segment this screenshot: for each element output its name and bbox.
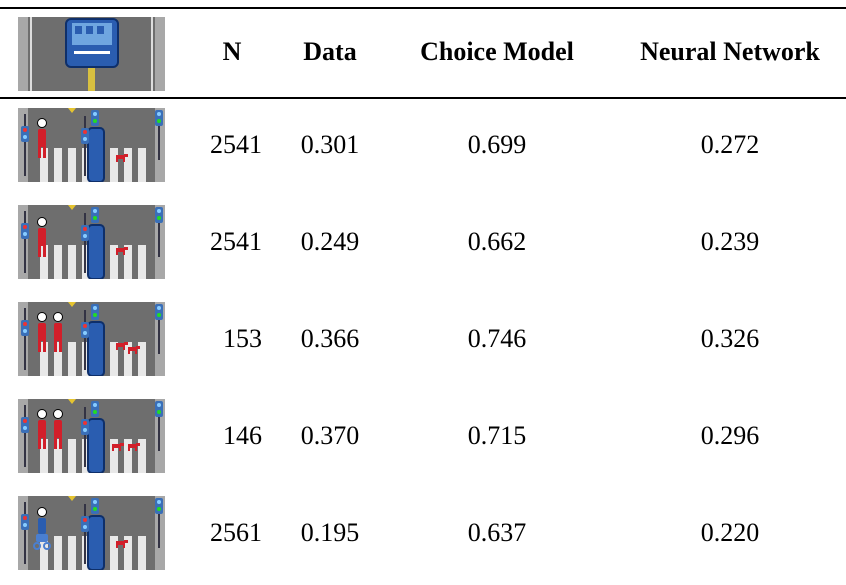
header-image [18,17,165,91]
scenario-image [18,302,165,376]
header-rule [0,97,846,99]
table-cell: 0.746 [467,324,527,353]
table-cell: 0.637 [467,518,527,547]
header-cell: Data [303,37,357,66]
table-cell: 153 [223,324,262,353]
table-cell: 0.662 [467,227,527,256]
table-cell: 2541 [210,130,262,159]
table-cell: 0.249 [300,227,360,256]
header-cell: Neural Network [640,37,820,66]
table-cell: 2561 [210,518,262,547]
scenario-image [18,108,165,182]
header-cell: N [222,37,242,66]
scenario-image [18,399,165,473]
scenario-image [18,496,165,570]
table-cell: 0.715 [467,421,527,450]
table-cell: 0.220 [700,518,760,547]
table-cell: 0.239 [700,227,760,256]
table-cell: 0.326 [700,324,760,353]
table-cell: 146 [223,421,262,450]
table-cell: 2541 [210,227,262,256]
table-cell: 0.366 [300,324,360,353]
table-cell: 0.370 [300,421,360,450]
table-cell: 0.195 [300,518,360,547]
header-cell: Choice Model [420,37,574,66]
table-cell: 0.699 [467,130,527,159]
top-rule [0,7,846,9]
table-cell: 0.301 [300,130,360,159]
table-cell: 0.272 [700,130,760,159]
scenario-image [18,205,165,279]
table-cell: 0.296 [700,421,760,450]
